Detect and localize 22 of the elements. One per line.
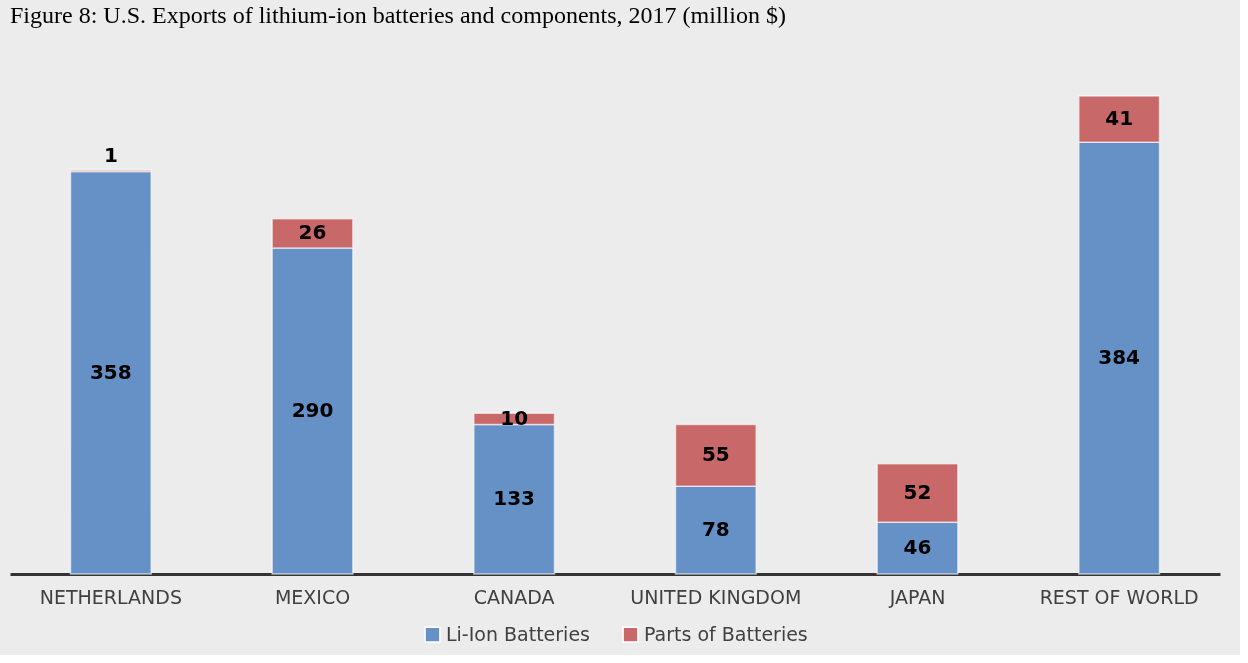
data-label: 384: [1098, 345, 1141, 370]
data-label: 55: [701, 442, 730, 467]
data-label: 78: [701, 517, 730, 542]
x-tick-label: MEXICO: [274, 585, 351, 608]
data-label: 1: [103, 143, 118, 168]
data-label: 46: [903, 535, 932, 560]
legend-label: Li-Ion Batteries: [446, 622, 590, 645]
legend-label: Parts of Batteries: [644, 622, 808, 645]
data-label: 290: [291, 397, 334, 422]
chart-title: Figure 8: U.S. Exports of lithium-ion batteries and components, 2017 (million $): [10, 2, 786, 28]
x-tick-label: JAPAN: [888, 585, 946, 608]
data-label: 26: [298, 220, 327, 245]
x-tick-label: UNITED KINGDOM: [630, 585, 802, 608]
data-label: 133: [493, 486, 536, 511]
x-tick-label: NETHERLANDS: [39, 585, 182, 608]
data-label: 358: [89, 359, 132, 384]
data-label: 41: [1105, 106, 1134, 131]
x-tick-label: CANADA: [473, 585, 555, 608]
data-label: 52: [903, 480, 932, 505]
bar: [69, 170, 152, 575]
data-label: 10: [500, 405, 529, 430]
x-tick-label: REST OF WORLD: [1039, 585, 1199, 608]
